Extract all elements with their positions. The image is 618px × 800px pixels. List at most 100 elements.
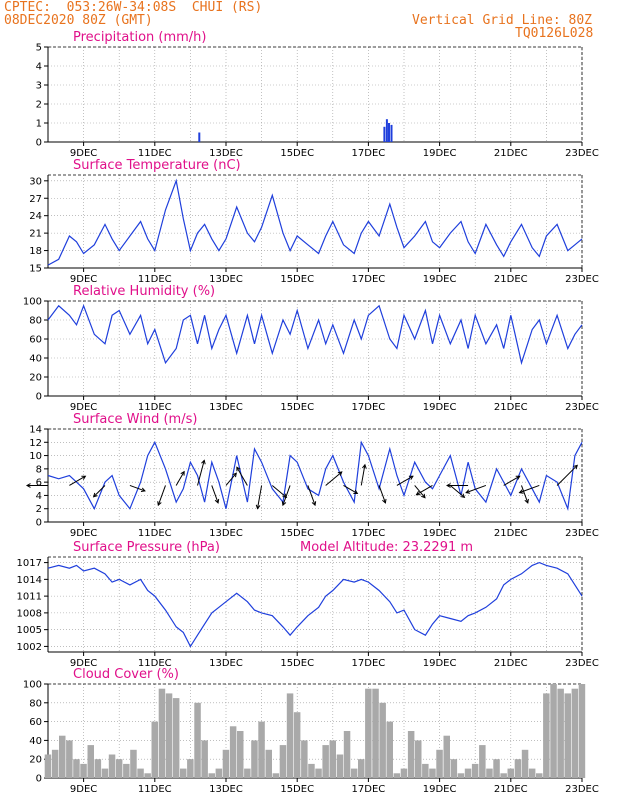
data-bar	[293, 712, 301, 778]
data-bar	[201, 740, 208, 778]
data-bar	[564, 693, 571, 778]
data-bar	[208, 773, 215, 778]
x-tick-label: 9DEC	[70, 274, 97, 285]
wind-arrow	[521, 485, 529, 504]
header-code: TQ0126L028	[515, 26, 594, 41]
x-tick-label: 11DEC	[138, 402, 172, 413]
data-bar	[144, 773, 151, 778]
wind-arrow	[129, 484, 146, 492]
data-bar	[422, 763, 429, 778]
data-bar	[130, 749, 137, 778]
data-bar	[336, 754, 344, 778]
data-bar	[322, 745, 329, 778]
wind-arrow	[416, 485, 433, 496]
wind-arrow-head	[353, 489, 359, 494]
data-bar	[383, 126, 386, 142]
x-tick-label: 21DEC	[494, 784, 528, 795]
wind-arrow	[175, 471, 185, 486]
x-tick-label: 13DEC	[209, 784, 243, 795]
wind-arrow	[282, 485, 291, 506]
y-tick-label: 20	[29, 373, 42, 384]
x-tick-label: 17DEC	[352, 784, 386, 795]
wind-arrow	[343, 485, 358, 494]
data-bar	[386, 721, 393, 778]
data-bar	[251, 740, 258, 778]
y-tick-label: 30	[29, 176, 42, 187]
data-bar	[372, 688, 379, 778]
wind-arrow-head	[524, 498, 529, 504]
wind-arrow	[325, 471, 343, 486]
panel-title: Surface Wind (m/s)	[73, 412, 197, 427]
x-tick-label: 19DEC	[423, 148, 457, 159]
y-tick-label: 100	[23, 680, 42, 691]
x-tick-label: 15DEC	[280, 274, 314, 285]
y-tick-label: 12	[29, 438, 42, 449]
y-tick-label: 20	[29, 755, 42, 766]
wind-arrow-head	[382, 498, 387, 504]
data-bar	[272, 773, 280, 778]
data-bar	[343, 731, 351, 778]
y-tick-label: 40	[29, 736, 42, 747]
wind-arrow	[503, 475, 520, 486]
panel-title: Relative Humidity (%)	[73, 284, 215, 299]
wind-arrow-head	[25, 483, 31, 488]
data-bar	[536, 773, 543, 778]
wind-arrow	[449, 485, 465, 498]
wind-arrow	[236, 467, 248, 486]
y-tick-label: 15	[29, 264, 42, 275]
wind-arrow-head	[236, 466, 241, 472]
data-bar	[528, 768, 536, 778]
data-bar	[393, 773, 401, 778]
wind-arrow-head	[281, 501, 287, 507]
wind-arrow-head	[214, 498, 220, 504]
x-tick-label: 11DEC	[138, 528, 172, 539]
x-tick-label: 19DEC	[423, 528, 457, 539]
data-bar	[73, 759, 80, 778]
data-bar	[258, 721, 265, 778]
data-bar	[229, 726, 237, 778]
panel-title: Surface Pressure (hPa)	[73, 540, 220, 555]
data-bar	[151, 721, 158, 778]
y-tick-label: 18	[29, 246, 42, 257]
y-tick-label: 80	[29, 316, 42, 327]
x-tick-label: 23DEC	[565, 148, 599, 159]
y-tick-label: 1008	[17, 608, 42, 619]
x-tick-label: 13DEC	[209, 148, 243, 159]
x-tick-label: 19DEC	[423, 402, 457, 413]
x-tick-label: 23DEC	[565, 402, 599, 413]
data-bar	[557, 688, 564, 778]
data-bar	[500, 773, 507, 778]
wind-arrow-head	[140, 487, 146, 493]
data-bar	[365, 688, 372, 778]
x-tick-label: 13DEC	[209, 658, 243, 669]
data-bar	[479, 745, 486, 778]
wind-arrow-head	[81, 475, 87, 480]
y-tick-label: 10	[29, 451, 42, 462]
data-bar	[358, 759, 365, 778]
data-bar	[400, 768, 408, 778]
x-tick-label: 15DEC	[280, 784, 314, 795]
data-bar	[308, 763, 315, 778]
wind-arrow-head	[337, 471, 343, 476]
wind-arrow-head	[311, 501, 317, 507]
x-tick-label: 21DEC	[494, 658, 528, 669]
wind-arrow	[211, 485, 219, 504]
data-bar	[390, 124, 393, 142]
header-vgrid: Vertical Grid Line: 80Z	[412, 13, 593, 28]
wind-arrow-head	[180, 470, 185, 476]
data-bar	[123, 763, 130, 778]
wind-arrow	[69, 475, 86, 486]
data-bar	[388, 123, 390, 142]
y-tick-label: 1	[36, 119, 42, 130]
x-tick-label: 9DEC	[70, 528, 97, 539]
data-bar	[158, 688, 166, 778]
y-tick-label: 6	[36, 478, 42, 489]
data-bar	[301, 740, 308, 778]
data-bar	[436, 749, 443, 778]
y-tick-label: 40	[29, 354, 42, 365]
data-bar	[443, 735, 450, 778]
y-tick-label: 27	[29, 194, 42, 205]
data-bar	[578, 684, 586, 778]
wind-arrow-head	[465, 489, 471, 494]
wind-arrow-head	[518, 489, 524, 494]
